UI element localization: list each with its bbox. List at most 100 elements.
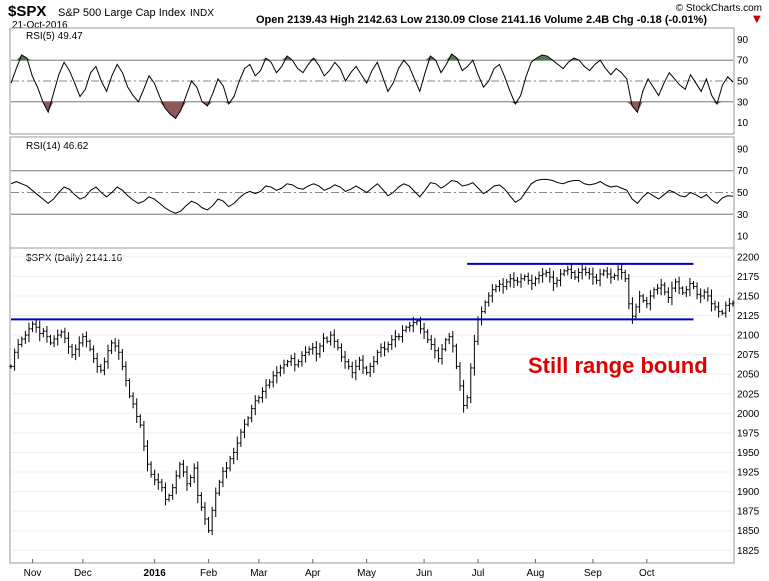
ohlc-bar xyxy=(598,268,602,287)
ohlc-bar xyxy=(131,392,135,409)
ohlc-bar xyxy=(368,362,372,378)
ohlc-bar xyxy=(501,278,505,294)
ohlc-bar xyxy=(325,336,329,344)
ohlc-bar xyxy=(95,352,99,373)
chart-header: $SPX S&P 500 Large Cap Index INDX 21-Oct… xyxy=(8,3,762,31)
ohlc-bar xyxy=(512,272,516,288)
ohlc-bar xyxy=(127,378,132,399)
ohlc-bar xyxy=(566,265,570,276)
ohlc-bar xyxy=(189,474,193,488)
x-tick-label: Sep xyxy=(584,568,602,579)
ohlc-bar xyxy=(505,279,509,290)
ohlc-bar xyxy=(102,357,106,376)
rsi14-y-tick: 50 xyxy=(737,188,749,199)
ohlc-bar xyxy=(508,274,512,288)
ohlc-bar xyxy=(609,268,613,284)
index-name: S&P 500 Large Cap Index xyxy=(58,7,186,19)
rsi5-title: RSI(5) 49.47 xyxy=(26,31,83,42)
ohlc-bar xyxy=(706,287,710,302)
ohlc-bar xyxy=(27,322,31,343)
ohlc-bar xyxy=(444,337,448,352)
ohlc-bar xyxy=(120,349,124,371)
ohlc-bar xyxy=(311,342,315,355)
ohlc-bar xyxy=(494,284,498,293)
ohlc-bar xyxy=(92,345,96,363)
rsi5-series-line xyxy=(10,53,734,120)
ohlc-bar xyxy=(221,467,225,488)
x-tick-label: Jun xyxy=(416,568,432,579)
ohlc-bar xyxy=(393,330,397,348)
ohlc-bar xyxy=(673,278,678,292)
ohlc-bar xyxy=(458,362,462,391)
ohlc-bar xyxy=(264,379,268,399)
ohlc-bar xyxy=(357,356,362,371)
ohlc-bar xyxy=(289,354,293,367)
ohlc-bar xyxy=(533,276,538,287)
exchange: INDX xyxy=(190,8,214,19)
ohlc-bar xyxy=(684,285,688,298)
x-tick-label: Apr xyxy=(305,568,321,579)
quote-summary: Open 2139.43 High 2142.63 Low 2130.09 Cl… xyxy=(256,14,707,26)
price-y-tick: 1900 xyxy=(737,487,760,498)
ohlc-bar xyxy=(623,269,627,283)
ohlc-bar xyxy=(497,279,502,292)
ohlc-bar xyxy=(285,359,290,368)
ohlc-bar xyxy=(321,333,326,353)
ohlc-bar xyxy=(268,379,272,389)
ohlc-bar xyxy=(9,364,13,369)
x-tick-label: 2016 xyxy=(144,568,167,579)
ohlc-bar xyxy=(713,300,717,311)
ohlc-bar xyxy=(652,287,656,299)
ohlc-bar xyxy=(526,272,530,285)
price-y-tick: 1950 xyxy=(737,448,760,459)
ohlc-bar xyxy=(487,292,491,307)
ohlc-bar xyxy=(16,338,20,359)
ohlc-bar xyxy=(239,428,243,447)
ohlc-bar xyxy=(343,350,347,369)
ohlc-bar xyxy=(203,502,207,525)
price-panel: 2200 2175 2150 2125 2100 2075 2050 2025 2000 1975… xyxy=(9,252,760,579)
ohlc-bar xyxy=(174,470,178,495)
price-panel-frame xyxy=(9,247,735,564)
ohlc-bar xyxy=(576,268,581,283)
ohlc-bar xyxy=(109,340,114,355)
ohlc-bar xyxy=(20,336,24,348)
ohlc-bar xyxy=(232,447,236,465)
ohlc-bar xyxy=(382,341,387,357)
ohlc-bar xyxy=(81,333,85,347)
ohlc-bar xyxy=(645,296,649,309)
rsi5-overbought-fill xyxy=(11,53,733,61)
price-y-tick: 2150 xyxy=(737,291,760,302)
ohlc-bar xyxy=(397,333,401,341)
ohlc-bar xyxy=(361,354,365,374)
ohlc-bar xyxy=(253,395,257,416)
ohlc-bar xyxy=(246,416,250,427)
ohlc-bar xyxy=(135,398,139,424)
ohlc-bar xyxy=(59,329,63,338)
ohlc-bar xyxy=(145,440,150,472)
ohlc-bar xyxy=(160,478,164,492)
ohlc-bar xyxy=(206,517,211,533)
ohlc-bar xyxy=(293,352,297,372)
ohlc-bar xyxy=(408,321,412,332)
ohlc-bar xyxy=(149,461,153,478)
ohlc-bar xyxy=(620,263,624,280)
ohlc-bar xyxy=(314,341,318,362)
ohlc-bar xyxy=(56,329,60,346)
ohlc-bar xyxy=(422,322,426,340)
ohlc-bar xyxy=(515,277,520,286)
ohlc-bar xyxy=(562,269,566,277)
ohlc-bar xyxy=(350,361,354,379)
ohlc-bar xyxy=(627,274,631,310)
ohlc-bar xyxy=(426,329,430,344)
ohlc-bar xyxy=(666,287,670,303)
ohlc-bar xyxy=(318,342,322,358)
ohlc-bar xyxy=(84,331,89,348)
ohlc-bar xyxy=(483,300,487,314)
rsi14-y-tick: 70 xyxy=(737,166,749,177)
ohlc-bar xyxy=(695,282,699,300)
ohlc-bar xyxy=(271,371,275,388)
brand-watermark: © StockCharts.com xyxy=(676,3,762,14)
ohlc-bar xyxy=(433,337,437,359)
